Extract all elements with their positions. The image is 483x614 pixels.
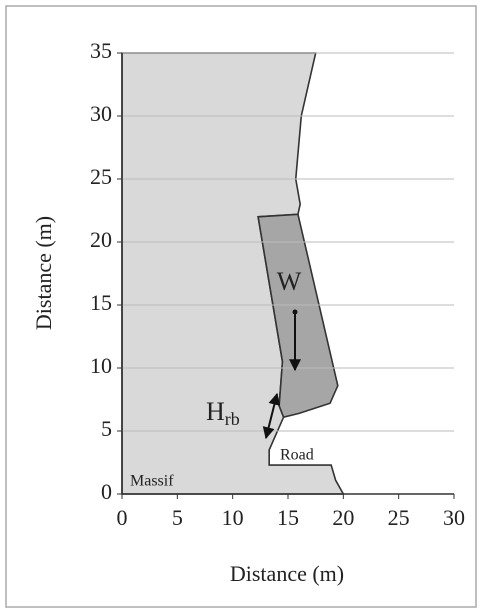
y-tick-label: 10 <box>90 353 112 378</box>
y-tick-label: 20 <box>90 227 112 252</box>
annotation: W <box>277 267 302 296</box>
y-axis-title: Distance (m) <box>31 216 56 330</box>
y-tick-label: 25 <box>90 164 112 189</box>
annotation-text: H <box>206 397 225 426</box>
annotation: Road <box>280 447 314 464</box>
x-tick-label: 0 <box>117 505 128 530</box>
x-tick-label: 20 <box>332 505 354 530</box>
x-tick-label: 15 <box>277 505 299 530</box>
y-tick-label: 30 <box>90 101 112 126</box>
x-axis-title: Distance (m) <box>230 561 344 586</box>
y-tick-label: 35 <box>90 38 112 63</box>
x-tick-label: 30 <box>443 505 465 530</box>
x-tick-label: 5 <box>172 505 183 530</box>
y-tick-label: 5 <box>101 416 112 441</box>
y-tick-label: 15 <box>90 290 112 315</box>
y-tick-label: 0 <box>101 479 112 504</box>
x-tick-label: 10 <box>222 505 244 530</box>
x-tick-label: 25 <box>388 505 410 530</box>
figure: 0 5 10 15 20 25 30 35 0 5 10 15 20 25 30 Massif W Hrb Road… <box>0 0 483 614</box>
annotation-subscript: rb <box>225 409 240 429</box>
region-label: Massif <box>130 473 174 490</box>
